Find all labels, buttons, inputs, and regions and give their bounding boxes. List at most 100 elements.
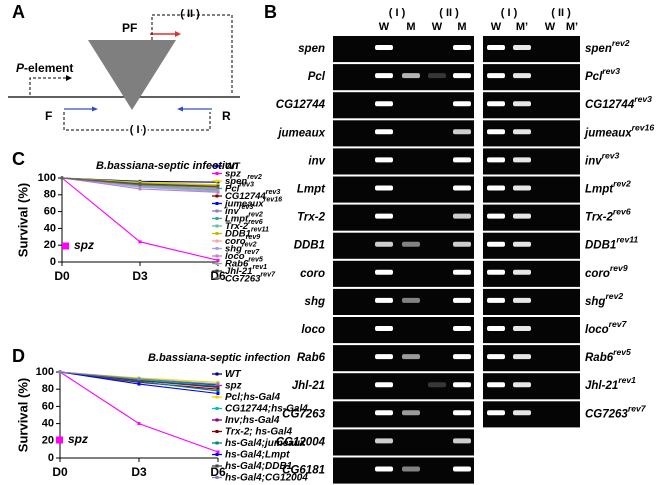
legend-marker xyxy=(215,247,219,250)
legend-marker xyxy=(215,179,219,183)
gel-strip xyxy=(333,260,474,287)
legend-marker xyxy=(215,254,219,258)
band xyxy=(375,129,393,135)
band xyxy=(513,101,531,107)
gene-label: Pcl xyxy=(308,71,326,83)
gene-label: CG7263rev7 xyxy=(585,404,647,421)
group-label: ( I ) xyxy=(501,7,518,19)
superscript: rev2 xyxy=(605,291,623,301)
superscript: rev3 xyxy=(602,66,620,76)
band xyxy=(487,45,505,50)
legend-marker xyxy=(215,430,219,433)
y-tick-label: 100 xyxy=(38,172,56,184)
name: spz xyxy=(225,380,242,391)
point xyxy=(58,370,62,374)
name: Inv;hs-Gal4 xyxy=(225,415,280,426)
y-tick-label: 0 xyxy=(48,452,54,464)
r-label: R xyxy=(222,109,231,123)
name: Pcl xyxy=(225,183,240,194)
band xyxy=(375,213,393,219)
name: Lmpt xyxy=(225,213,249,224)
superscript: rev9 xyxy=(610,263,628,273)
point xyxy=(138,187,142,191)
gel-strip xyxy=(333,176,474,203)
name: Jhl-21 xyxy=(585,380,618,392)
name: inv xyxy=(585,155,602,167)
band xyxy=(375,326,393,331)
legend-marker xyxy=(215,418,219,422)
x-tick-label: D3 xyxy=(131,465,147,479)
legend-marker xyxy=(215,269,219,273)
gel-strip xyxy=(333,373,474,400)
band xyxy=(487,269,505,275)
band xyxy=(513,269,531,275)
lane-label: W xyxy=(432,21,443,33)
legend-marker xyxy=(215,277,219,280)
panel-label: D xyxy=(12,346,25,366)
superscript: rev2 xyxy=(247,173,262,181)
y-tick-label: 20 xyxy=(44,239,56,251)
band xyxy=(402,73,420,79)
superscript: rev1 xyxy=(252,263,267,271)
band xyxy=(453,382,471,388)
gel-strip xyxy=(333,92,474,119)
name: spen xyxy=(225,176,247,187)
gene-label: Trx-2 xyxy=(297,212,326,224)
x-tick-label: D6 xyxy=(210,465,226,479)
legend-label: Jhl-21rev1 xyxy=(225,263,267,277)
name: jumeaux xyxy=(583,127,632,139)
legend-label: WT xyxy=(225,369,241,380)
superscript: rev2 xyxy=(613,179,631,189)
gene-label: shgrev2 xyxy=(585,291,623,308)
lane-label: W xyxy=(545,21,556,33)
band xyxy=(453,45,471,50)
name: Pcl xyxy=(585,71,603,83)
band xyxy=(402,241,420,247)
legend-marker xyxy=(215,453,219,456)
gene-label: invrev3 xyxy=(585,151,620,168)
y-tick-label: 40 xyxy=(42,418,54,430)
band xyxy=(375,269,393,275)
gene-label: Jhl-21 xyxy=(292,380,325,392)
band xyxy=(402,410,420,416)
band xyxy=(513,73,531,79)
x-tick-label: D0 xyxy=(54,269,70,283)
gene-label: Lmpt xyxy=(297,184,326,196)
name: spz xyxy=(225,168,241,179)
name: WT xyxy=(225,161,241,172)
band xyxy=(375,185,393,191)
legend-marker xyxy=(215,224,219,228)
chart-title: B.bassiana-septic infection xyxy=(148,352,291,364)
band xyxy=(428,73,446,79)
legend-label: locorev7 xyxy=(225,248,260,262)
superscript: rev3 xyxy=(239,203,254,211)
point xyxy=(216,450,220,454)
gene-label: Pclrev3 xyxy=(585,66,620,83)
gel-strip xyxy=(333,429,474,456)
band xyxy=(453,185,471,191)
point xyxy=(216,190,220,194)
suffix: -element xyxy=(24,61,73,75)
point xyxy=(137,379,141,383)
band xyxy=(375,354,393,360)
legend-marker xyxy=(215,209,219,213)
lane-label: M’ xyxy=(516,21,528,33)
gene-label: locorev7 xyxy=(585,319,628,336)
superscript: rev3 xyxy=(602,151,620,161)
lane-label: M xyxy=(457,21,466,33)
legend-label: DDB1rev11 xyxy=(225,225,269,239)
legend-label: hs-Gal4;DDB1 xyxy=(225,461,293,472)
superscript: rev3 xyxy=(266,188,281,196)
band xyxy=(453,213,471,219)
superscript: rev7 xyxy=(628,404,647,414)
legend-label: Inv;hs-Gal4 xyxy=(225,415,280,426)
superscript: rev3 xyxy=(634,94,652,104)
name: hs-Gal4;jumeaux xyxy=(225,438,306,449)
band xyxy=(375,438,393,444)
band xyxy=(375,157,393,163)
superscript: rev11 xyxy=(251,225,269,233)
legend-marker xyxy=(215,172,219,175)
legend-label: Lmptrev2 xyxy=(225,210,263,224)
band xyxy=(402,354,420,360)
band xyxy=(453,466,471,472)
